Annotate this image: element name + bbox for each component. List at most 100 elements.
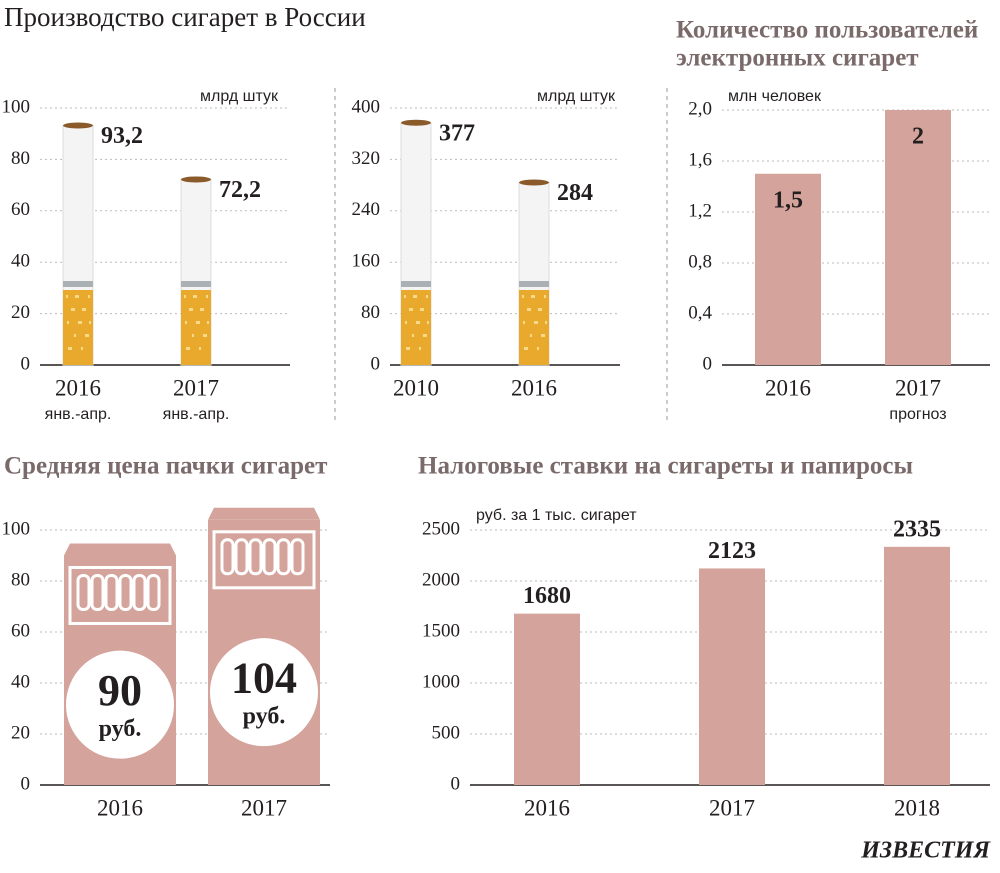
filter-speck	[537, 347, 539, 350]
filter-speck	[184, 295, 186, 298]
filter-speck	[540, 308, 542, 311]
cigarette-filter	[181, 290, 211, 365]
source: ИЗВЕСТИЯ	[860, 838, 991, 864]
y-tick-label: 80	[11, 569, 30, 590]
unit-label: млн человек	[728, 88, 822, 105]
chart-title: электронных сигарет	[676, 45, 919, 72]
y-tick-label: 0,4	[688, 302, 712, 323]
filter-speck	[193, 295, 195, 298]
y-tick-label: 320	[352, 148, 381, 169]
filter-speck	[413, 295, 415, 298]
x-tick-label: 2016	[524, 795, 570, 820]
y-tick-label: 1500	[422, 620, 460, 641]
filter-speck	[81, 347, 83, 350]
y-tick-label: 0	[451, 773, 461, 794]
filter-speck	[67, 321, 69, 324]
filter-speck	[80, 321, 82, 324]
filter-speck	[412, 334, 414, 337]
y-tick-label: 0,8	[688, 251, 712, 272]
filter-speck	[200, 308, 202, 311]
filter-speck	[192, 334, 194, 337]
price-circle	[66, 650, 174, 759]
chart-title: Количество пользователей	[676, 17, 978, 44]
pack-cigarette	[76, 574, 91, 611]
unit-label: млрд штук	[200, 88, 279, 105]
pack-cigarette	[290, 538, 305, 576]
filter-ring	[519, 281, 549, 287]
cigarette-filter	[401, 290, 431, 365]
bar	[884, 546, 950, 785]
filter-speck	[207, 321, 209, 324]
filter-speck	[70, 347, 72, 350]
x-tick-label: 2017	[173, 375, 219, 400]
value-label: 90	[98, 666, 142, 715]
filter-speck	[524, 347, 526, 350]
filter-speck	[202, 308, 204, 311]
value-label: 93,2	[101, 123, 143, 149]
filter-speck	[408, 347, 410, 350]
filter-speck	[527, 308, 529, 311]
pack-cigarette	[104, 574, 119, 611]
y-tick-label: 1,2	[688, 200, 712, 221]
filter-speck	[191, 308, 193, 311]
cigarette-filter	[519, 290, 549, 365]
y-tick-label: 100	[2, 518, 31, 539]
filter-speck	[543, 334, 545, 337]
x-tick-label: 2017	[895, 375, 941, 400]
filter-ring	[181, 281, 211, 287]
filter-speck	[185, 321, 187, 324]
filter-speck	[73, 308, 75, 311]
filter-speck	[530, 334, 532, 337]
chart-title: Налоговые ставки на сигареты и папиросы	[418, 453, 913, 480]
filter-speck	[77, 295, 79, 298]
filter-speck	[66, 295, 68, 298]
filter-speck	[420, 308, 422, 311]
y-tick-label: 40	[11, 671, 30, 692]
filter-speck	[425, 334, 427, 337]
filter-speck	[544, 295, 546, 298]
pack-cigarette	[234, 538, 249, 576]
filter-speck	[522, 295, 524, 298]
y-tick-label: 20	[11, 302, 30, 323]
filter-speck	[404, 295, 406, 298]
y-tick-label: 2500	[422, 518, 460, 539]
pack-cigarette	[118, 574, 133, 611]
value-label: 284	[557, 180, 593, 206]
filter-speck	[186, 347, 188, 350]
y-tick-label: 0	[21, 353, 31, 374]
unit-label: руб. за 1 тыс. сигарет	[476, 507, 637, 524]
bar	[514, 613, 580, 785]
filter-speck	[196, 321, 198, 324]
y-tick-label: 40	[11, 251, 30, 272]
cigarette-tip	[181, 176, 211, 183]
pack-cigarette	[262, 538, 277, 576]
y-tick-label: 60	[11, 199, 30, 220]
y-tick-label: 0	[703, 353, 713, 374]
filter-speck	[422, 308, 424, 311]
category-note: янв.-апр.	[45, 406, 112, 423]
filter-speck	[85, 334, 87, 337]
filter-speck	[203, 334, 205, 337]
x-tick-label: 2016	[97, 795, 143, 820]
y-tick-label: 80	[11, 148, 30, 169]
filter-speck	[541, 334, 543, 337]
main-title: Производство сигарет в России	[4, 2, 366, 32]
filter-speck	[188, 347, 190, 350]
filter-speck	[419, 347, 421, 350]
filter-speck	[78, 321, 80, 324]
y-tick-label: 1000	[422, 671, 460, 692]
y-tick-label: 20	[11, 722, 30, 743]
value-label: 1,5	[773, 187, 803, 213]
filter-speck	[71, 308, 73, 311]
filter-speck	[426, 295, 428, 298]
value-label: 2123	[708, 538, 756, 564]
x-tick-label: 2018	[894, 795, 940, 820]
x-tick-label: 2016	[55, 375, 101, 400]
filter-speck	[533, 295, 535, 298]
filter-speck	[68, 347, 70, 350]
filter-speck	[88, 295, 90, 298]
filter-speck	[189, 308, 191, 311]
x-tick-label: 2010	[393, 375, 439, 400]
filter-speck	[427, 321, 429, 324]
filter-ring	[63, 281, 93, 287]
